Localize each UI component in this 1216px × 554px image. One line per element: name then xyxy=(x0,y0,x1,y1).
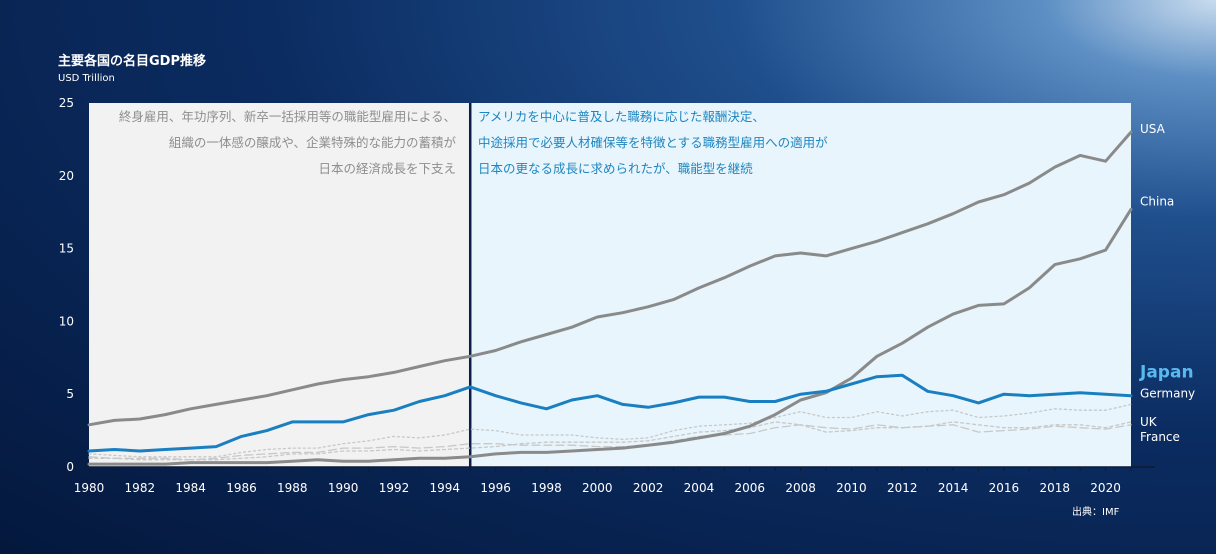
x-tick-label: 1984 xyxy=(175,481,206,495)
x-tick-label: 2010 xyxy=(836,481,867,495)
x-axis-ticks: 1980 1982 1984 1986 1988 1990 1992 1994 1996 1998… xyxy=(74,467,1132,495)
annotation-left-line-2: 組織の一体感の醸成や、企業特殊的な能力の蓄積が xyxy=(168,135,456,150)
x-tick-label: 2014 xyxy=(938,481,969,495)
y-tick-label: 20 xyxy=(59,169,74,183)
series-label-china: China xyxy=(1140,194,1174,208)
annotation-right: アメリカを中心に普及した職務に応じた報酬決定、 中途採用で必要人材確保等を特徴と… xyxy=(478,104,898,182)
x-tick-label: 1994 xyxy=(430,481,461,495)
x-tick-label: 2018 xyxy=(1039,481,1070,495)
series-label-germany: Germany xyxy=(1140,386,1195,400)
annotation-left-line-3: 日本の経済成長を下支え xyxy=(318,161,456,176)
y-tick-label: 0 xyxy=(66,460,74,474)
x-tick-label: 2008 xyxy=(785,481,816,495)
x-tick-label: 1998 xyxy=(531,481,562,495)
y-tick-label: 25 xyxy=(59,96,74,110)
series-label-japan: Japan xyxy=(1139,363,1194,383)
x-tick-label: 2000 xyxy=(582,481,613,495)
annotation-right-line-1: アメリカを中心に普及した職務に応じた報酬決定、 xyxy=(478,109,765,124)
series-label-uk: UK xyxy=(1140,415,1158,429)
x-tick-label: 2016 xyxy=(989,481,1020,495)
x-tick-label: 1992 xyxy=(379,481,410,495)
x-tick-label: 2020 xyxy=(1090,481,1121,495)
x-tick-label: 2004 xyxy=(684,481,715,495)
series-line-france xyxy=(88,424,1132,461)
series-label-usa: USA xyxy=(1140,122,1166,136)
y-axis-unit-label: USD Trillion xyxy=(58,73,115,84)
post-divider-panel xyxy=(470,103,1132,467)
annotation-left-line-1: 終身雇用、年功序列、新卒一括採用等の職能型雇用による、 xyxy=(118,109,456,124)
x-tick-label: 1988 xyxy=(277,481,308,495)
x-tick-label: 2006 xyxy=(735,481,766,495)
x-tick-label: 1996 xyxy=(480,481,511,495)
x-tick-label: 2002 xyxy=(633,481,664,495)
series-line-china xyxy=(87,207,1133,466)
annotation-right-line-2: 中途採用で必要人材確保等を特徴とする職務型雇用への適用が xyxy=(478,135,828,150)
y-tick-label: 15 xyxy=(59,242,74,256)
x-tick-label: 1990 xyxy=(328,481,359,495)
series-line-usa xyxy=(87,130,1133,427)
annotation-left: 終身雇用、年功序列、新卒一括採用等の職能型雇用による、 組織の一体感の醸成や、企… xyxy=(80,104,456,182)
y-axis-ticks: 0 5 10 15 20 25 xyxy=(59,96,74,474)
x-tick-label: 1980 xyxy=(74,481,105,495)
chart-title: 主要各国の名目GDP推移 xyxy=(58,54,206,69)
series-line-uk xyxy=(88,421,1132,461)
x-tick-label: 2012 xyxy=(887,481,918,495)
source-note: 出典：IMF xyxy=(1072,507,1120,518)
series-line-japan xyxy=(87,373,1133,453)
series-line-germany xyxy=(88,403,1132,458)
series-layer xyxy=(87,130,1133,466)
series-label-france: France xyxy=(1140,430,1180,444)
x-tick-label: 1986 xyxy=(226,481,257,495)
x-tick-label: 1982 xyxy=(125,481,156,495)
y-tick-label: 5 xyxy=(66,387,74,401)
annotation-right-line-3: 日本の更なる成長に求められたが、職能型を継続 xyxy=(478,161,753,176)
y-tick-label: 10 xyxy=(59,314,74,328)
